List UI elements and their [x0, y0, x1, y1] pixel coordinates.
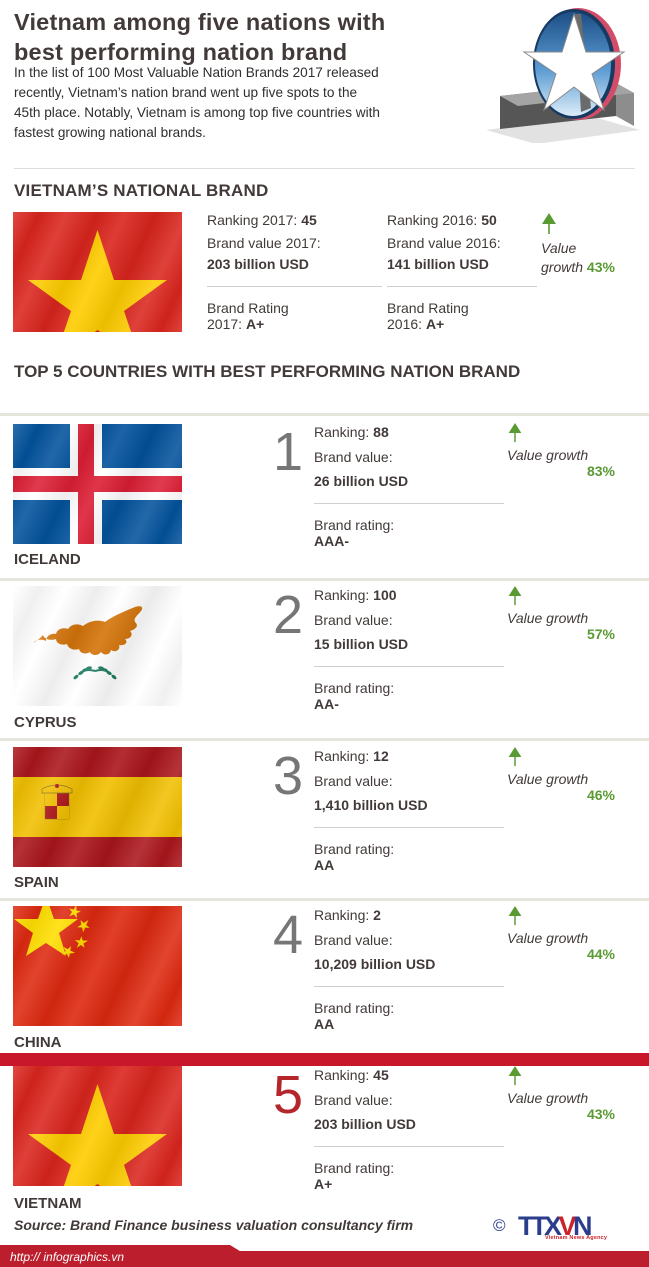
svg-text:http:// infographics.vn: http:// infographics.vn [10, 1250, 124, 1264]
